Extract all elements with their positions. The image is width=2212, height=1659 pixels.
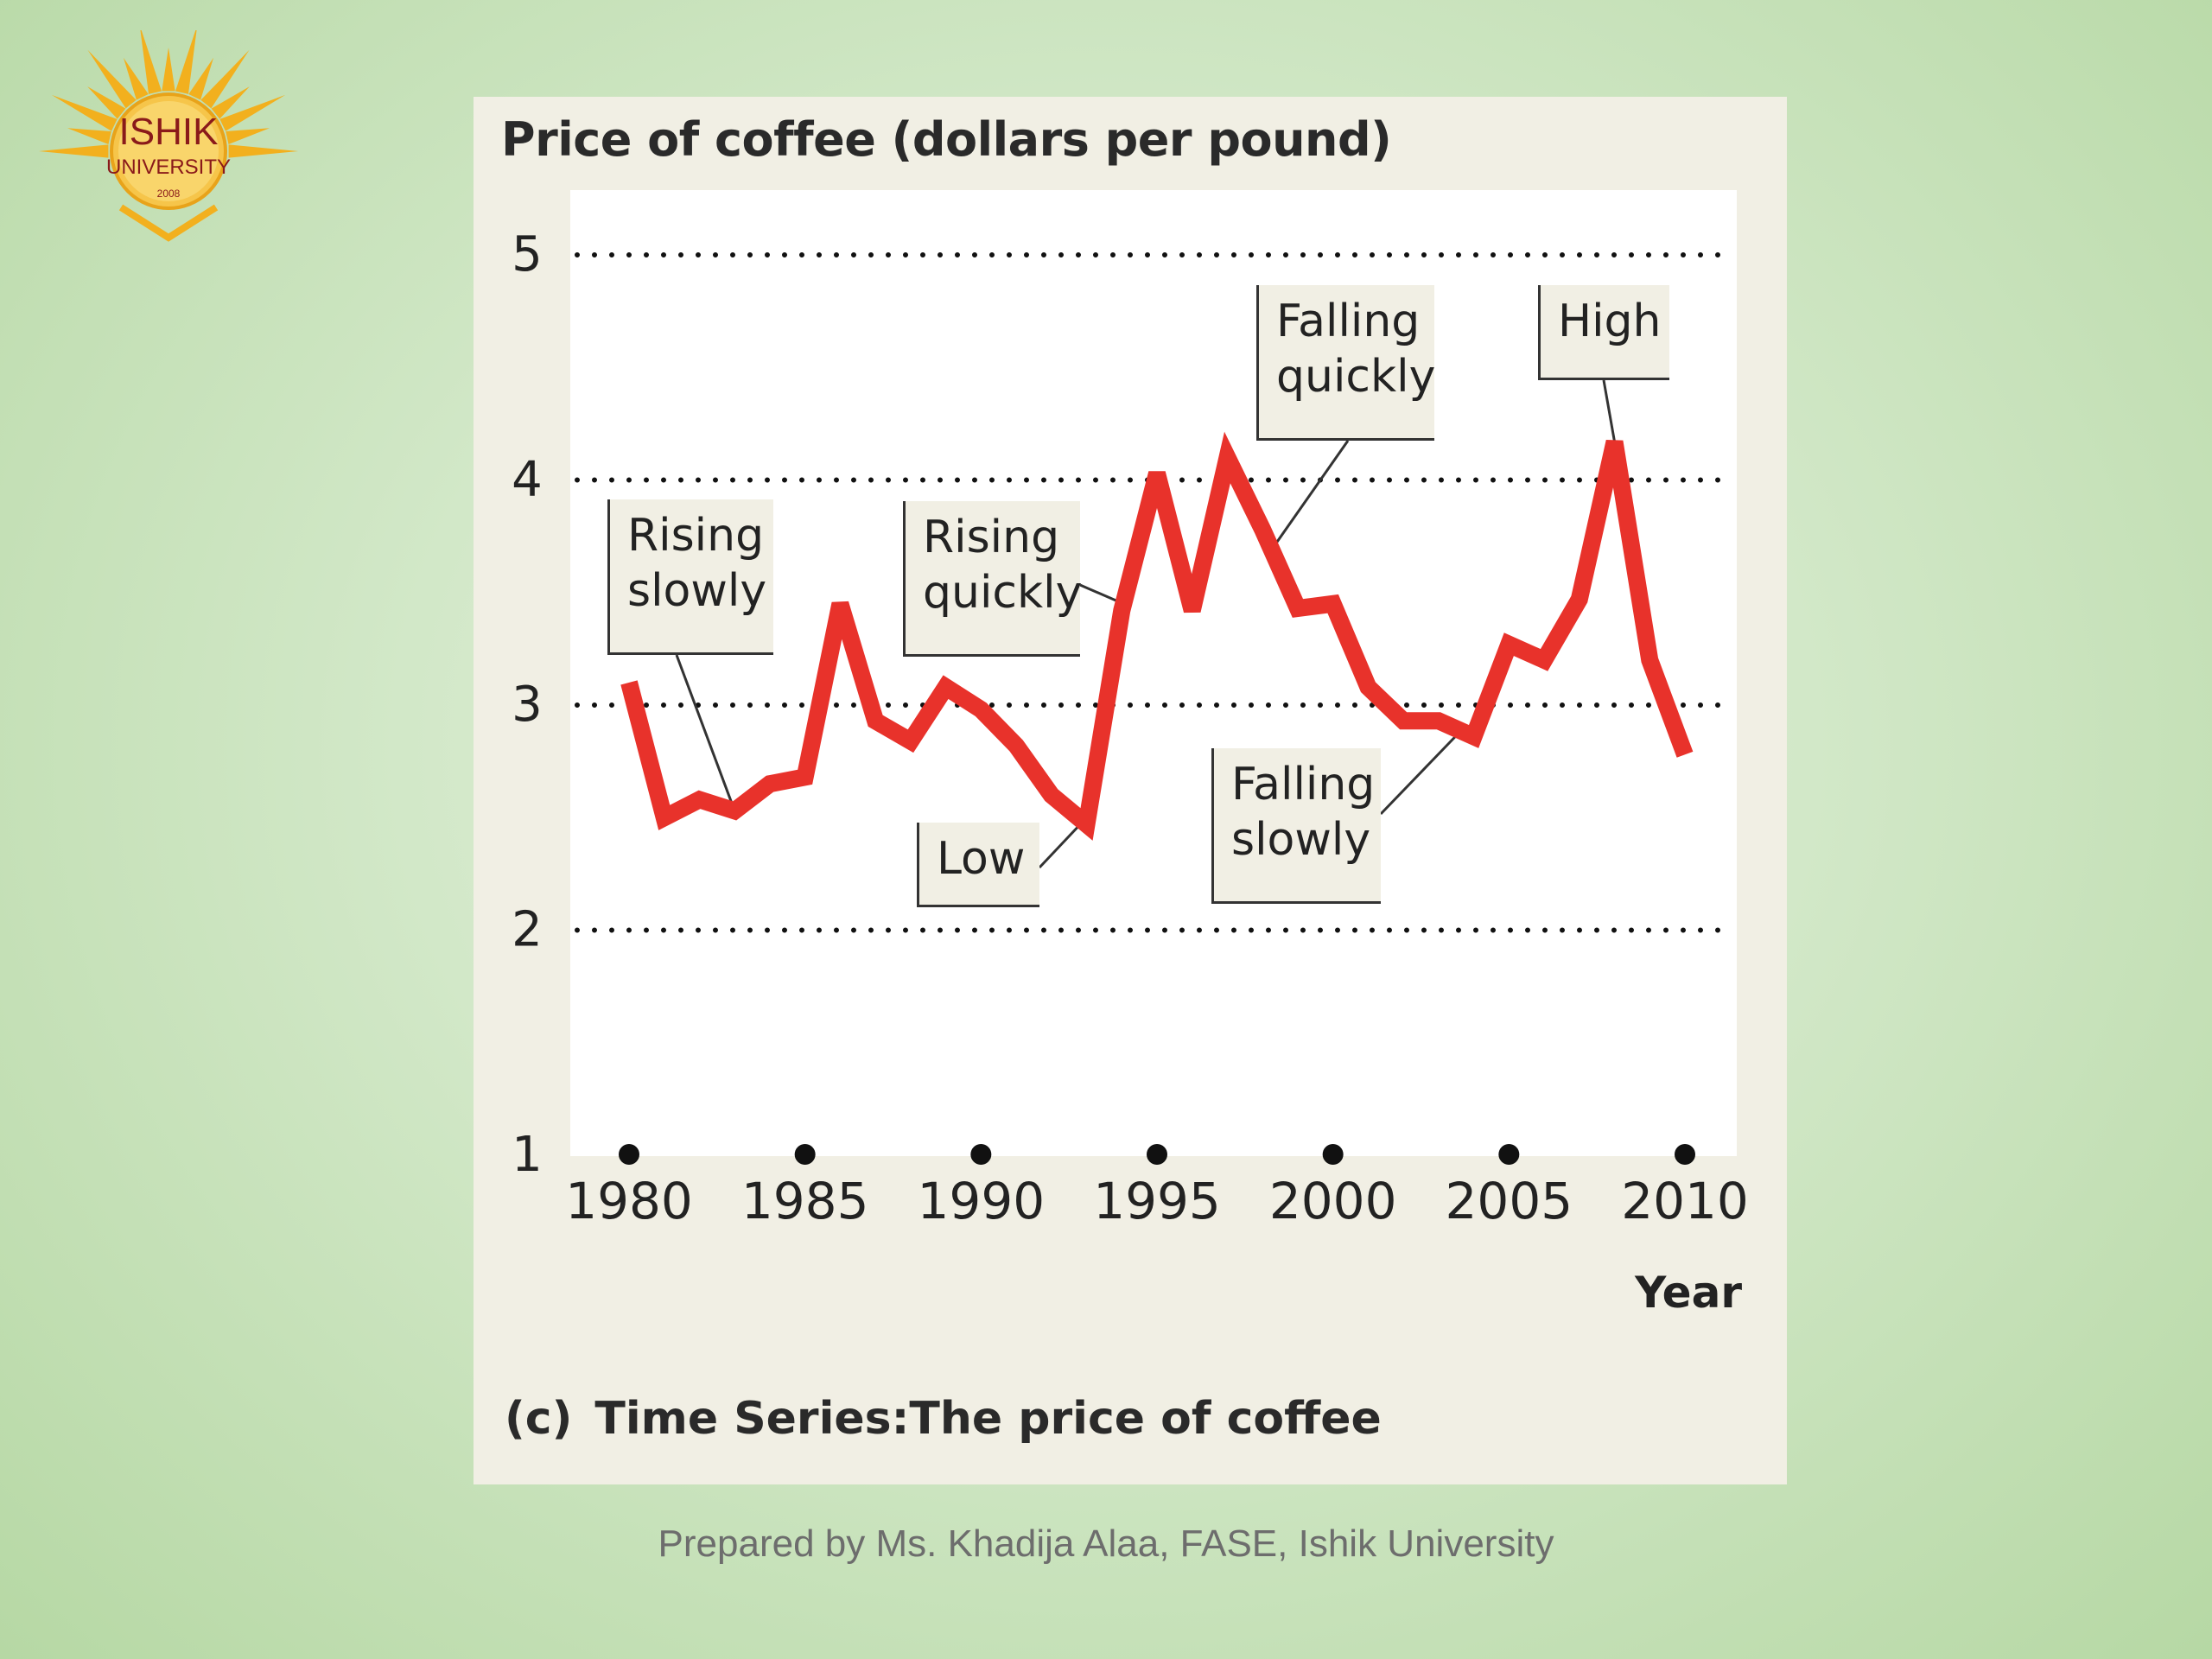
sun-ray-icon — [219, 94, 286, 131]
sun-ray-icon — [123, 57, 149, 100]
sun-ray-icon — [67, 128, 111, 145]
callout-leader-line — [1602, 379, 1617, 442]
sun-ray-icon — [39, 144, 109, 158]
y-tick-label: 2 — [512, 902, 543, 958]
y-tick-label: 3 — [512, 677, 543, 733]
x-tick-label: 1990 — [918, 1172, 1046, 1230]
callout-text-line: Falling — [1231, 759, 1376, 810]
sun-ray-icon — [200, 49, 250, 109]
x-tick-label: 2000 — [1269, 1172, 1397, 1230]
x-axis-ticks: 1980 1985 1990 1995 2000 2005 2010 — [565, 1144, 1749, 1230]
logo-year: 2008 — [157, 188, 181, 200]
caption-text: Time Series:The price of coffee — [594, 1393, 1382, 1445]
callout-falling-slowly: Falling slowly — [1211, 748, 1381, 904]
gridlines — [575, 252, 1729, 933]
y-axis-ticks: 1 2 3 4 5 — [512, 226, 543, 1183]
series-line — [620, 431, 1694, 841]
y-tick-label: 5 — [512, 226, 543, 283]
callout-text-line: High — [1558, 296, 1662, 347]
sun-ray-icon — [211, 86, 250, 119]
x-tick-label: 2010 — [1621, 1172, 1749, 1230]
series-group — [620, 431, 1694, 841]
y-tick-label: 1 — [512, 1127, 543, 1183]
callout-leader-line — [1079, 583, 1119, 603]
callout-leader-line — [675, 654, 736, 811]
x-tick-label: 1985 — [741, 1172, 869, 1230]
x-axis-title: Year — [1635, 1268, 1742, 1318]
sun-ray-icon — [226, 128, 270, 145]
x-tick-dot — [794, 1144, 816, 1165]
x-tick-label: 1980 — [565, 1172, 693, 1230]
callout-text-line: quickly — [1276, 351, 1436, 403]
x-tick-label: 2005 — [1446, 1172, 1573, 1230]
x-tick-dot — [1675, 1144, 1695, 1165]
callout-rising-slowly: Rising slowly — [607, 499, 773, 655]
callout-rising-quickly: Rising quickly — [903, 501, 1083, 657]
callout-text-line: Low — [937, 833, 1026, 885]
x-tick-dot — [1147, 1144, 1167, 1165]
sun-ray-icon — [87, 49, 137, 109]
x-tick-dot — [970, 1144, 992, 1165]
callout-low: Low — [917, 823, 1039, 907]
chart-title: Price of coffee (dollars per pound) — [501, 112, 1392, 167]
sun-rays-icon — [39, 24, 298, 242]
caption-label: (c) — [505, 1393, 573, 1445]
callout-text-line: slowly — [627, 565, 767, 617]
sun-ray-icon — [51, 94, 118, 131]
chart-panel: 1980 1985 1990 1995 2000 2005 2010 1 2 3 4 5 Price… — [474, 97, 1787, 1484]
footer-credit: Prepared by Ms. Khadija Alaa, FASE, Ishi… — [658, 1522, 1554, 1565]
sun-ray-icon — [162, 48, 175, 92]
logo-subtitle: UNIVERSITY — [106, 156, 231, 179]
callout-text-line: Rising — [627, 510, 765, 562]
callout-falling-quickly: Falling quickly — [1256, 285, 1436, 441]
x-tick-dot — [1322, 1144, 1344, 1165]
callout-text-line: slowly — [1231, 814, 1371, 866]
sun-ray-icon — [188, 57, 214, 100]
callout-leader-line — [1379, 731, 1461, 816]
x-tick-label: 1995 — [1093, 1172, 1221, 1230]
sun-ray-icon — [87, 86, 126, 119]
callout-text-line: Rising — [923, 512, 1060, 563]
callout-text-line: quickly — [923, 567, 1083, 619]
callout-high: High — [1538, 285, 1669, 380]
sun-ray-icon — [228, 144, 298, 158]
sun-ray-icon — [175, 24, 198, 94]
logo-name: ISHIK — [119, 111, 219, 153]
logo-chevron-icon — [118, 204, 219, 242]
figure-caption: (c) Time Series:The price of coffee — [505, 1393, 1382, 1445]
ishik-university-logo: ISHIK UNIVERSITY 2008 — [26, 24, 311, 246]
callout-text-line: Falling — [1276, 296, 1421, 347]
callout-leader-line — [1272, 440, 1350, 549]
x-tick-dot — [1498, 1144, 1520, 1165]
x-tick-dot — [619, 1144, 639, 1165]
y-tick-label: 4 — [512, 452, 543, 508]
sun-ray-icon — [139, 24, 162, 94]
